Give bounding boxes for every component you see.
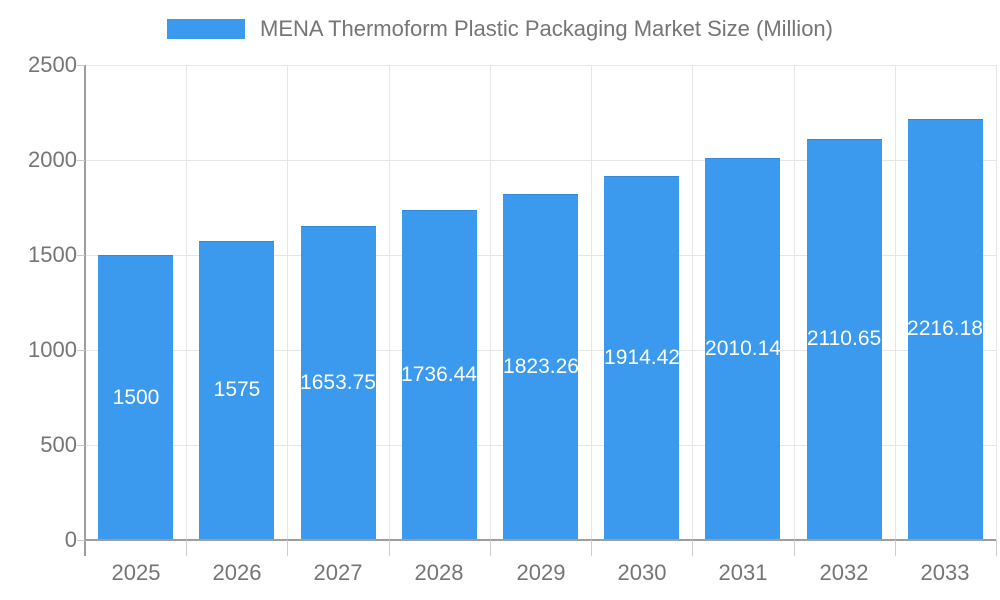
bar — [402, 210, 477, 541]
bar — [705, 158, 780, 541]
v-gridline — [692, 65, 693, 540]
v-gridline — [287, 65, 288, 540]
h-gridline — [85, 160, 996, 161]
x-tick-mark — [490, 540, 491, 556]
x-tick-mark — [895, 540, 896, 556]
legend-label: MENA Thermoform Plastic Packaging Market… — [260, 16, 833, 41]
v-gridline — [794, 65, 795, 540]
v-gridline — [490, 65, 491, 540]
bar — [503, 194, 578, 541]
bar — [908, 119, 983, 541]
bar — [98, 255, 173, 541]
x-tick-label: 2028 — [414, 560, 464, 585]
y-tick-mark — [77, 540, 85, 541]
x-tick-mark — [794, 540, 795, 556]
bar-value-label: 1653.75 — [300, 371, 376, 394]
bar-value-label: 1575 — [213, 378, 261, 401]
v-gridline — [895, 65, 896, 540]
legend-swatch — [167, 19, 245, 39]
x-tick-label: 2026 — [212, 560, 262, 585]
y-tick-mark — [77, 255, 85, 256]
y-tick-label: 1500 — [28, 242, 77, 267]
chart-legend: MENA Thermoform Plastic Packaging Market… — [0, 16, 1000, 42]
y-tick-label: 0 — [64, 527, 77, 552]
v-gridline — [186, 65, 187, 540]
x-tick-label: 2033 — [920, 560, 970, 585]
bar-value-label: 1736.44 — [401, 363, 477, 386]
y-axis-line — [84, 65, 86, 556]
v-gridline — [996, 65, 997, 540]
x-tick-mark — [996, 540, 997, 556]
bar-value-label: 1500 — [112, 386, 160, 409]
bar — [301, 226, 376, 541]
x-tick-label: 2030 — [617, 560, 667, 585]
y-tick-label: 2500 — [28, 52, 77, 77]
bar — [807, 139, 882, 541]
y-tick-label: 1000 — [28, 337, 77, 362]
y-tick-mark — [77, 445, 85, 446]
bar — [199, 241, 274, 541]
bar-value-label: 1914.42 — [604, 346, 680, 369]
x-tick-label: 2031 — [718, 560, 768, 585]
y-tick-mark — [77, 350, 85, 351]
x-tick-label: 2027 — [313, 560, 363, 585]
bar-value-label: 2110.65 — [806, 327, 882, 350]
x-tick-mark — [591, 540, 592, 556]
x-tick-mark — [389, 540, 390, 556]
bar-value-label: 2010.14 — [705, 337, 781, 360]
v-gridline — [389, 65, 390, 540]
bar — [604, 176, 679, 541]
y-tick-label: 2000 — [28, 147, 77, 172]
x-tick-label: 2025 — [111, 560, 161, 585]
bar-value-label: 1823.26 — [503, 355, 579, 378]
x-axis-line — [85, 539, 996, 541]
v-gridline — [591, 65, 592, 540]
y-tick-mark — [77, 65, 85, 66]
x-tick-mark — [692, 540, 693, 556]
x-tick-label: 2032 — [819, 560, 869, 585]
x-tick-label: 2029 — [516, 560, 566, 585]
x-tick-mark — [287, 540, 288, 556]
bar-value-label: 2216.18 — [907, 317, 983, 340]
y-tick-label: 500 — [40, 432, 77, 457]
h-gridline — [85, 65, 996, 66]
x-tick-mark — [186, 540, 187, 556]
y-tick-mark — [77, 160, 85, 161]
